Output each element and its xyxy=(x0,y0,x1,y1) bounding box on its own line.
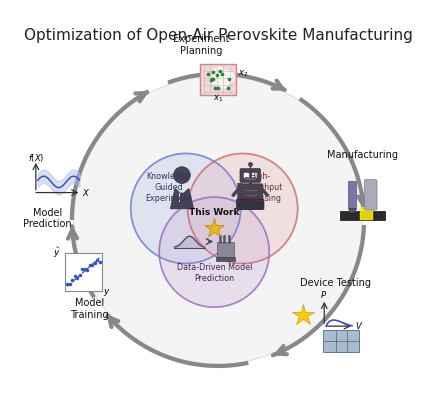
Text: $y$: $y$ xyxy=(102,287,110,298)
Polygon shape xyxy=(170,189,193,208)
Text: Knowledge
Guided
Experiment: Knowledge Guided Experiment xyxy=(145,172,192,203)
FancyBboxPatch shape xyxy=(238,184,263,201)
Text: Experiment
Planning: Experiment Planning xyxy=(173,34,229,56)
Text: $x_2$: $x_2$ xyxy=(238,69,249,79)
Text: This Work: This Work xyxy=(189,208,239,217)
Text: Data-Driven Model
Prediction: Data-Driven Model Prediction xyxy=(177,263,252,283)
FancyBboxPatch shape xyxy=(340,211,385,219)
Text: Model
Prediction: Model Prediction xyxy=(23,208,72,229)
Text: High-
Throughput
Processing: High- Throughput Processing xyxy=(237,172,283,203)
FancyBboxPatch shape xyxy=(364,180,377,210)
Text: $P$: $P$ xyxy=(320,289,327,300)
FancyBboxPatch shape xyxy=(200,63,236,95)
Bar xyxy=(245,177,256,181)
FancyBboxPatch shape xyxy=(237,199,264,210)
Text: Manufacturing: Manufacturing xyxy=(327,150,398,160)
FancyBboxPatch shape xyxy=(240,168,260,182)
Text: $V$: $V$ xyxy=(354,320,363,331)
Bar xyxy=(348,181,356,208)
Circle shape xyxy=(187,153,298,264)
Text: $x_1$: $x_1$ xyxy=(213,94,223,104)
Text: Model
Training: Model Training xyxy=(70,299,109,320)
Text: $\hat{y}$: $\hat{y}$ xyxy=(53,245,61,260)
Circle shape xyxy=(159,197,269,307)
Text: Optimization of Open-Air Perovskite Manufacturing: Optimization of Open-Air Perovskite Manu… xyxy=(24,28,412,43)
Circle shape xyxy=(174,167,190,183)
FancyBboxPatch shape xyxy=(324,330,359,352)
Text: $X$: $X$ xyxy=(82,186,90,198)
Text: $f(X)$: $f(X)$ xyxy=(28,152,45,164)
Circle shape xyxy=(131,153,241,264)
FancyBboxPatch shape xyxy=(65,253,102,291)
Polygon shape xyxy=(213,67,235,88)
Bar xyxy=(349,208,355,211)
Text: Device Testing: Device Testing xyxy=(300,278,371,288)
Bar xyxy=(216,257,235,261)
Circle shape xyxy=(74,76,362,364)
FancyBboxPatch shape xyxy=(217,242,234,257)
